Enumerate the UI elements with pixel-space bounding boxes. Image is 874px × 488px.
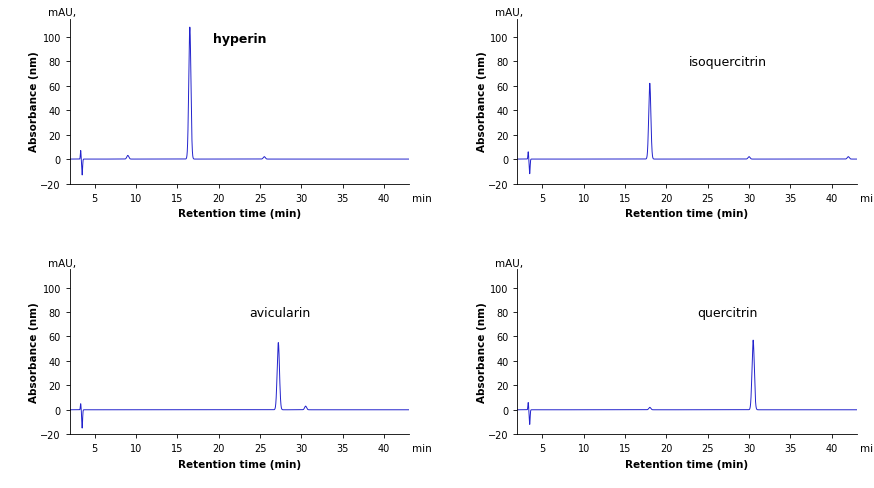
X-axis label: Retention time (min): Retention time (min)	[178, 459, 301, 469]
Y-axis label: Absorbance (nm): Absorbance (nm)	[29, 52, 39, 152]
Text: quercitrin: quercitrin	[697, 306, 758, 319]
Text: mAU,: mAU,	[48, 258, 76, 268]
Text: hyperin: hyperin	[212, 33, 267, 46]
X-axis label: Retention time (min): Retention time (min)	[626, 459, 748, 469]
Text: mAU,: mAU,	[496, 8, 524, 18]
Text: min: min	[413, 193, 432, 203]
Y-axis label: Absorbance (nm): Absorbance (nm)	[29, 302, 39, 402]
Text: mAU,: mAU,	[48, 8, 76, 18]
X-axis label: Retention time (min): Retention time (min)	[178, 209, 301, 219]
Text: avicularin: avicularin	[249, 306, 311, 319]
Text: mAU,: mAU,	[496, 258, 524, 268]
Y-axis label: Absorbance (nm): Absorbance (nm)	[476, 302, 487, 402]
Text: min: min	[413, 444, 432, 453]
X-axis label: Retention time (min): Retention time (min)	[626, 209, 748, 219]
Y-axis label: Absorbance (nm): Absorbance (nm)	[476, 52, 487, 152]
Text: isoquercitrin: isoquercitrin	[689, 56, 766, 69]
Text: min: min	[860, 444, 874, 453]
Text: min: min	[860, 193, 874, 203]
